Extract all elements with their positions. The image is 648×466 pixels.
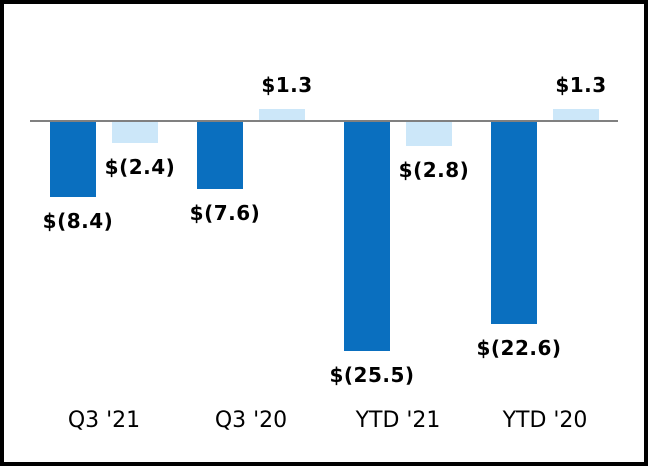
bar-light-blue-series-group-2 — [259, 109, 305, 121]
bar-dark-blue-series-group-4 — [491, 121, 537, 325]
category-label-2: Q3 '20 — [214, 408, 288, 433]
value-label-dark-blue-series-group-4: $(22.6) — [476, 336, 562, 361]
bar-light-blue-series-group-4 — [553, 109, 599, 121]
category-label-4: YTD '20 — [502, 408, 588, 433]
bar-dark-blue-series-group-1 — [50, 121, 96, 197]
value-label-light-blue-series-group-1: $(2.4) — [104, 154, 176, 179]
bar-dark-blue-series-group-2 — [197, 121, 243, 190]
value-label-dark-blue-series-group-3: $(25.5) — [329, 362, 415, 387]
bar-dark-blue-series-group-3 — [344, 121, 390, 351]
category-label-1: Q3 '21 — [67, 408, 141, 433]
value-label-light-blue-series-group-4: $1.3 — [555, 73, 607, 98]
grouped-bar-chart: $(8.4) $(2.4) Q3 '21 $(7.6) $1.3 Q3 '20 $(25.5… — [4, 4, 644, 462]
value-label-light-blue-series-group-3: $(2.8) — [398, 158, 470, 183]
bar-light-blue-series-group-3 — [406, 121, 452, 147]
value-label-light-blue-series-group-2: $1.3 — [261, 73, 313, 98]
value-label-dark-blue-series-group-1: $(8.4) — [42, 208, 114, 233]
value-label-dark-blue-series-group-2: $(7.6) — [189, 201, 261, 226]
bar-light-blue-series-group-1 — [112, 121, 158, 143]
category-label-3: YTD '21 — [355, 408, 441, 433]
zero-axis-line — [30, 120, 618, 122]
